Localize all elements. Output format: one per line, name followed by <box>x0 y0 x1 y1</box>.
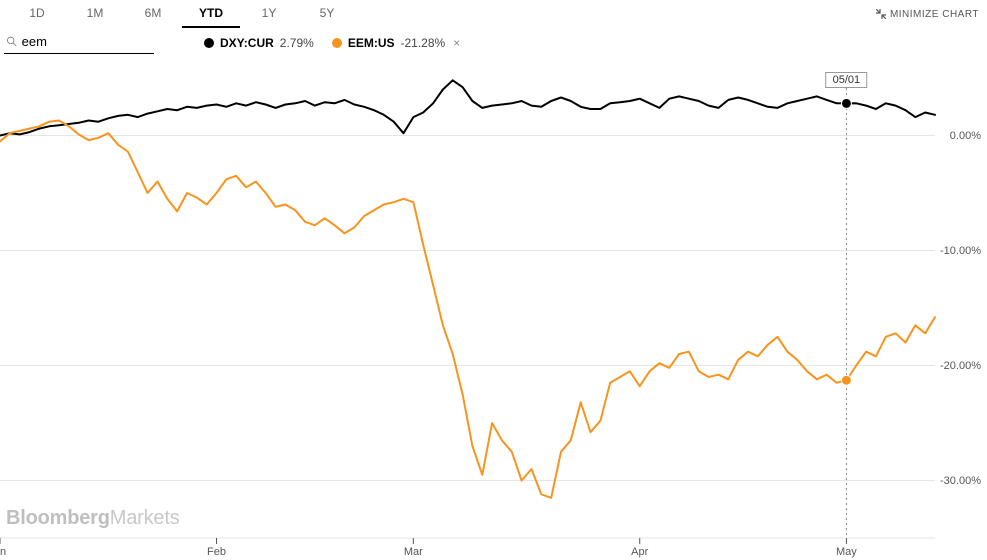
line-chart <box>0 58 987 560</box>
search-input[interactable] <box>22 34 152 49</box>
range-tab-ytd[interactable]: YTD <box>182 0 240 28</box>
remove-series-button[interactable]: × <box>453 36 460 50</box>
crosshair-date-label: 05/01 <box>826 72 868 88</box>
x-axis-label: an <box>0 546 6 558</box>
x-axis-label: May <box>836 546 857 558</box>
bloomberg-watermark: BloombergMarkets <box>6 507 180 530</box>
x-axis-label: Apr <box>631 546 648 558</box>
y-axis-label: 0.00% <box>950 130 981 142</box>
range-tab-1m[interactable]: 1M <box>66 0 124 28</box>
minimize-chart-button[interactable]: MINIMIZE CHART <box>876 9 979 20</box>
y-axis-label: -30.00% <box>940 475 981 487</box>
y-axis-label: -20.00% <box>940 360 981 372</box>
x-axis-label: Feb <box>207 546 226 558</box>
range-tab-6m[interactable]: 6M <box>124 0 182 28</box>
y-axis-label: -10.00% <box>940 245 981 257</box>
legend-ticker: DXY:CUR <box>220 36 274 50</box>
range-tab-1d[interactable]: 1D <box>8 0 66 28</box>
range-tab-1y[interactable]: 1Y <box>240 0 298 28</box>
legend-item-1: EEM:US -21.28% × <box>332 36 460 50</box>
search-icon <box>6 35 18 48</box>
legend-pct: 2.79% <box>280 36 314 50</box>
minimize-icon <box>876 9 886 19</box>
legend-dot-icon <box>204 38 214 48</box>
chart-legend: DXY:CUR 2.79% EEM:US -21.28% × <box>204 36 460 50</box>
legend-item-0: DXY:CUR 2.79% <box>204 36 314 50</box>
legend-ticker: EEM:US <box>348 36 395 50</box>
x-axis-label: Mar <box>404 546 423 558</box>
ticker-search[interactable] <box>4 32 154 54</box>
legend-pct: -21.28% <box>400 36 445 50</box>
chart-area[interactable]: BloombergMarkets 0.00% -10.00% -20.00% -30.… <box>0 58 987 560</box>
minimize-label: MINIMIZE CHART <box>890 9 979 20</box>
range-tabs: 1D1M6MYTD1Y5Y <box>8 0 356 28</box>
legend-dot-icon <box>332 38 342 48</box>
range-tab-5y[interactable]: 5Y <box>298 0 356 28</box>
